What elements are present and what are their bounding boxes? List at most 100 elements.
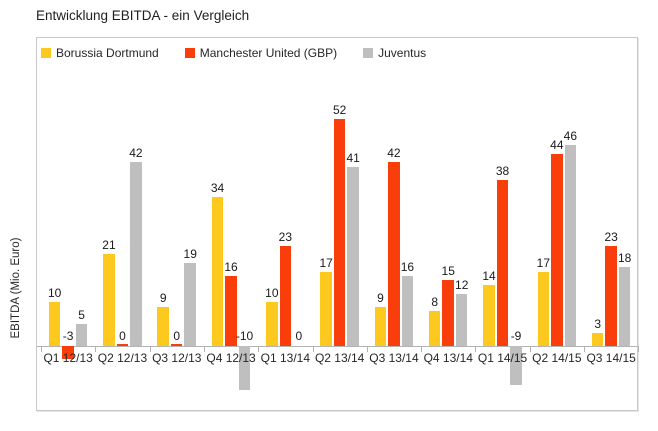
bar-value-label: 44 (550, 137, 564, 152)
bar-value-label: 17 (319, 255, 333, 270)
bar-value-label: 21 (102, 238, 116, 253)
bar-group: 21 0 42 (95, 38, 149, 346)
bar-value-label: 17 (536, 255, 551, 270)
chart-title: Entwicklung EBITDA - ein Vergleich (36, 8, 250, 23)
axis-tick (366, 346, 368, 352)
bar-juventus (564, 144, 577, 346)
x-axis-line (37, 346, 637, 347)
bar-group: 14 38 -9 (475, 38, 529, 386)
bar-group: 9 0 19 (150, 38, 204, 346)
bar-group: 17 44 46 (530, 38, 584, 346)
bar-manutd (116, 344, 129, 346)
legend-swatch (41, 48, 51, 58)
chart-legend: Borussia Dortmund Manchester United (GBP)… (41, 46, 426, 60)
plot-area: Q1 12/13 10 -3 5 Q2 12/13 21 0 42 Q3 12/13 9 0 19 Q4… (37, 38, 640, 410)
axis-tick (584, 346, 585, 352)
bar-value-label: -9 (510, 329, 522, 343)
bar-value-label: 34 (210, 181, 225, 196)
bar-group: 34 16 -10 (204, 38, 258, 390)
bar-dortmund (48, 302, 61, 346)
bar-juventus (455, 293, 468, 346)
bar-dortmund (428, 311, 441, 346)
bar-juventus (618, 267, 631, 346)
bar-value-label: 42 (387, 146, 401, 161)
bar-value-label: 10 (47, 286, 62, 301)
bar-dortmund (374, 306, 387, 346)
chart-frame: EBITDA (Mio. Euro) Borussia Dortmund Manc… (10, 37, 640, 411)
x-axis-label: Q3 13/14 (369, 351, 419, 365)
x-axis-label: Q1 14/15 (477, 351, 528, 365)
axis-tick (95, 346, 97, 352)
bar-group: 3 23 18 (584, 38, 638, 346)
bar-manutd (442, 280, 454, 346)
bar-value-label: 42 (129, 146, 143, 161)
x-axis-label: Q4 12/13 (206, 351, 256, 365)
axis-tick (149, 346, 151, 352)
bar-dortmund (320, 271, 332, 346)
bar-juventus (401, 276, 414, 346)
bar-dortmund (157, 306, 169, 346)
bar-dortmund (591, 332, 604, 346)
bar-juventus (75, 324, 88, 346)
bar-manutd (605, 245, 617, 346)
x-axis-label: Q4 13/14 (423, 351, 473, 365)
bar-value-label: -3 (62, 329, 74, 343)
bar-juventus (347, 166, 359, 346)
bar-value-label: 8 (431, 295, 439, 310)
bar-value-label: 16 (400, 260, 415, 275)
y-axis-title: EBITDA (Mio. Euro) (10, 237, 22, 339)
bar-group: 10 -3 5 (41, 38, 95, 360)
bar-manutd (279, 245, 292, 346)
x-axis-label: Q2 14/15 (532, 351, 582, 365)
bar-value-label: 15 (441, 264, 455, 279)
bar-group: 10 23 0 (258, 38, 312, 346)
axis-tick (421, 346, 423, 352)
x-axis-label: Q1 13/14 (260, 351, 311, 365)
bar-value-label: 19 (183, 246, 197, 261)
bar-value-label: 23 (278, 229, 292, 244)
bar-group: 17 52 41 (313, 38, 367, 346)
bar-value-label: 52 (332, 102, 347, 117)
bar-value-label: 5 (78, 308, 85, 323)
bar-value-label: 10 (265, 286, 279, 301)
x-axis-label: Q2 13/14 (314, 351, 365, 365)
bar-dortmund (537, 271, 550, 346)
bar-value-label: 0 (173, 329, 181, 343)
legend-item: Manchester United (GBP) (184, 46, 338, 60)
legend-swatch (184, 48, 195, 58)
bar-value-label: 9 (159, 290, 167, 305)
bar-manutd (62, 346, 74, 360)
bar-value-label: 9 (377, 290, 384, 305)
bar-value-label: 14 (482, 268, 496, 283)
legend-swatch (363, 48, 374, 58)
axis-tick (203, 346, 205, 352)
axis-tick (41, 346, 42, 352)
x-axis-label: Q3 14/15 (586, 351, 636, 365)
legend-label: Juventus (378, 46, 427, 60)
bar-value-label: 46 (563, 128, 577, 143)
bar-value-label: 0 (295, 329, 303, 343)
bar-juventus (238, 346, 251, 390)
axis-tick (638, 346, 640, 352)
bar-dortmund (211, 197, 224, 346)
x-axis-label: Q2 12/13 (97, 351, 148, 365)
bar-value-label: 18 (617, 251, 632, 266)
bar-dortmund (483, 284, 495, 346)
bar-juventus (130, 162, 142, 346)
bar-dortmund (266, 302, 278, 346)
bar-manutd (225, 276, 237, 346)
legend-item: Juventus (363, 46, 426, 60)
legend-item: Borussia Dortmund (41, 46, 159, 60)
bar-group: 9 42 16 (367, 38, 421, 346)
legend-label: Manchester United (GBP) (199, 46, 338, 60)
x-axis-label: Q3 12/13 (152, 351, 202, 365)
bar-juventus (510, 346, 522, 386)
axis-tick (312, 346, 314, 352)
bar-value-label: 38 (495, 163, 510, 178)
bar-value-label: 3 (594, 316, 601, 331)
axis-tick (475, 346, 477, 352)
bar-manutd (551, 153, 563, 346)
bar-value-label: 23 (604, 229, 618, 244)
bar-manutd (170, 344, 183, 346)
